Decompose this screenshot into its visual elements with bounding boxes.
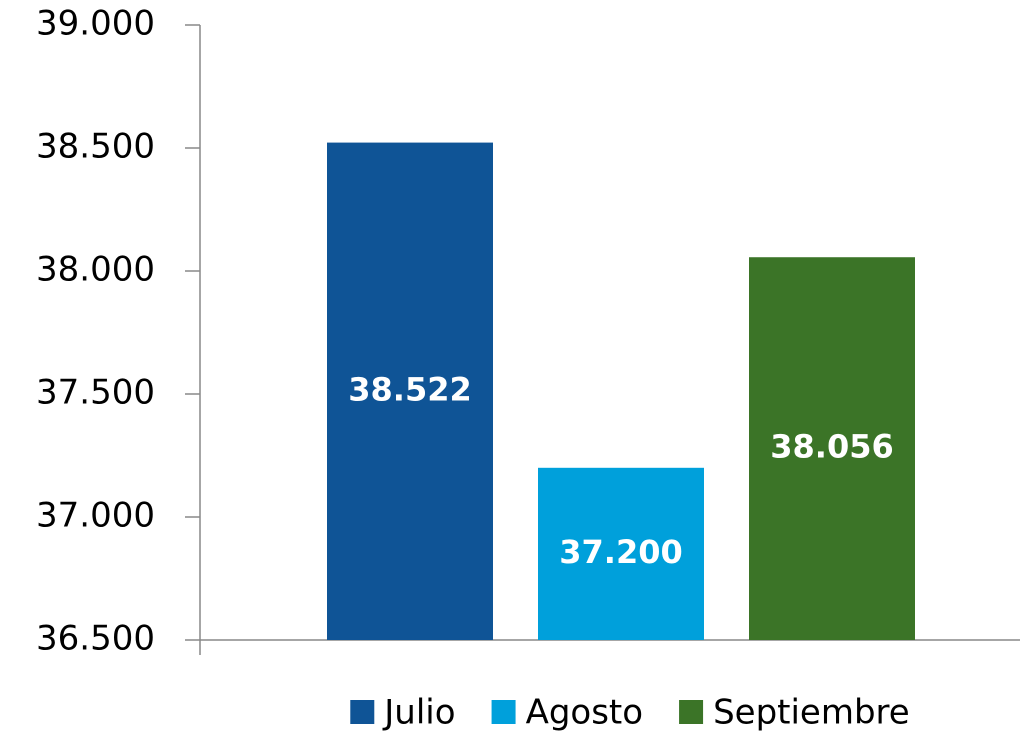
legend-swatch xyxy=(350,700,375,724)
legend-swatch xyxy=(491,700,516,724)
y-tick-label: 38.500 xyxy=(36,127,155,167)
legend-label: Julio xyxy=(382,693,455,733)
legend-label: Septiembre xyxy=(713,693,910,733)
value-label: 37.200 xyxy=(559,533,682,571)
y-tick-label: 36.500 xyxy=(36,619,155,659)
y-tick-label: 38.000 xyxy=(36,250,155,290)
bar xyxy=(327,142,493,640)
value-label: 38.056 xyxy=(770,428,893,466)
y-tick-label: 37.000 xyxy=(36,496,155,536)
bar xyxy=(538,467,704,640)
bar xyxy=(749,257,915,640)
legend-label: Agosto xyxy=(526,693,644,733)
y-tick-label: 37.500 xyxy=(36,373,155,413)
legend-swatch xyxy=(679,700,704,724)
value-label: 38.522 xyxy=(348,370,471,408)
y-tick-label: 39.000 xyxy=(36,4,155,44)
